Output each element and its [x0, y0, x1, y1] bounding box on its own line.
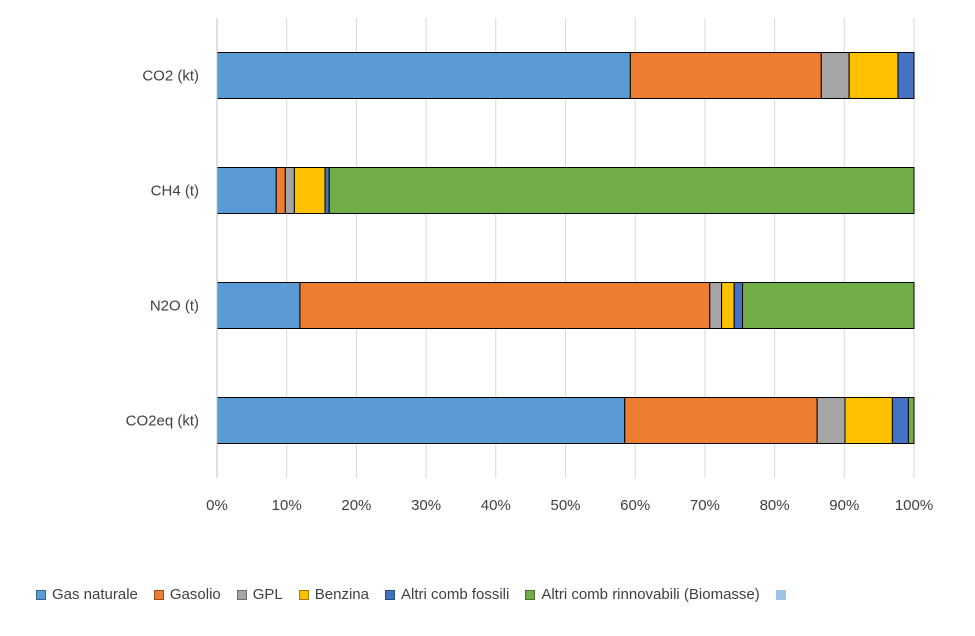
x-tick-label: 0%	[206, 497, 228, 514]
bar-segment	[733, 282, 744, 329]
legend: Gas naturale Gasolio GPL Benzina Altri comb …	[36, 586, 808, 603]
x-tick-label: 20%	[341, 497, 371, 514]
legend-swatch	[153, 589, 164, 600]
bar-segment	[721, 282, 735, 329]
bar-segment	[897, 52, 915, 99]
legend-item: Gasolio	[153, 586, 221, 603]
x-tick-label: 30%	[411, 497, 441, 514]
bar-segment	[328, 167, 915, 214]
x-tick-label: 100%	[895, 497, 933, 514]
x-tick-label: 10%	[272, 497, 302, 514]
x-tick-label: 90%	[829, 497, 859, 514]
category-label: CH4 (t)	[151, 183, 199, 200]
bar-segment	[891, 397, 909, 444]
category-label: CO2 (kt)	[142, 68, 199, 85]
bar-segment	[709, 282, 723, 329]
stacked-bar-chart: 0% 10% 20% 30% 40% 50% 60% 70% 80% 90% 100% CO2 (k…	[126, 18, 933, 514]
bar-segment	[216, 397, 626, 444]
legend-label: Benzina	[314, 586, 369, 603]
legend-item: Altri comb rinnovabili (Biomasse)	[525, 586, 760, 603]
legend-label: Altri comb rinnovabili (Biomasse)	[541, 586, 760, 603]
bar-segment	[629, 52, 822, 99]
bar-segment	[216, 282, 301, 329]
legend-label: GPL	[252, 586, 283, 603]
category-labels: CO2 (kt) CH4 (t) N2O (t) CO2eq (kt)	[126, 68, 199, 430]
bar-segment	[848, 52, 899, 99]
legend-swatch	[36, 589, 46, 600]
legend-swatch	[236, 589, 247, 600]
legend-swatch	[525, 589, 536, 600]
bar-segment	[820, 52, 850, 99]
legend-item: Gas naturale	[36, 586, 138, 603]
bar-segment	[216, 167, 277, 214]
bar-segment	[299, 282, 711, 329]
bar-segment	[844, 397, 893, 444]
legend-swatch	[298, 589, 309, 600]
legend-label: Gasolio	[169, 586, 221, 603]
x-tick-labels: 0% 10% 20% 30% 40% 50% 60% 70% 80% 90% 100%	[206, 497, 933, 514]
legend-item: Altri comb fossili	[384, 586, 510, 603]
bar-segment	[216, 52, 631, 99]
bar-segment	[293, 167, 326, 214]
bar-segment	[624, 397, 818, 444]
x-tick-label: 50%	[550, 497, 580, 514]
legend-swatch	[775, 589, 786, 600]
bar-segment	[816, 397, 846, 444]
legend-label: Altri comb fossili	[400, 586, 510, 603]
legend-label: Gas naturale	[52, 586, 138, 603]
bar-segment	[284, 167, 295, 214]
category-label: CO2eq (kt)	[126, 413, 199, 430]
bar-segment	[275, 167, 286, 214]
legend-swatch	[384, 589, 395, 600]
x-tick-label: 70%	[690, 497, 720, 514]
x-tick-label: 80%	[760, 497, 790, 514]
bar-segment	[742, 282, 915, 329]
x-tick-label: 40%	[481, 497, 511, 514]
legend-item	[775, 589, 792, 600]
legend-item: GPL	[236, 586, 283, 603]
bar-segment	[907, 397, 915, 444]
category-label: N2O (t)	[150, 298, 199, 315]
x-tick-label: 60%	[620, 497, 650, 514]
bars	[216, 52, 915, 444]
bar-segment	[324, 167, 330, 214]
legend-item: Benzina	[298, 586, 369, 603]
